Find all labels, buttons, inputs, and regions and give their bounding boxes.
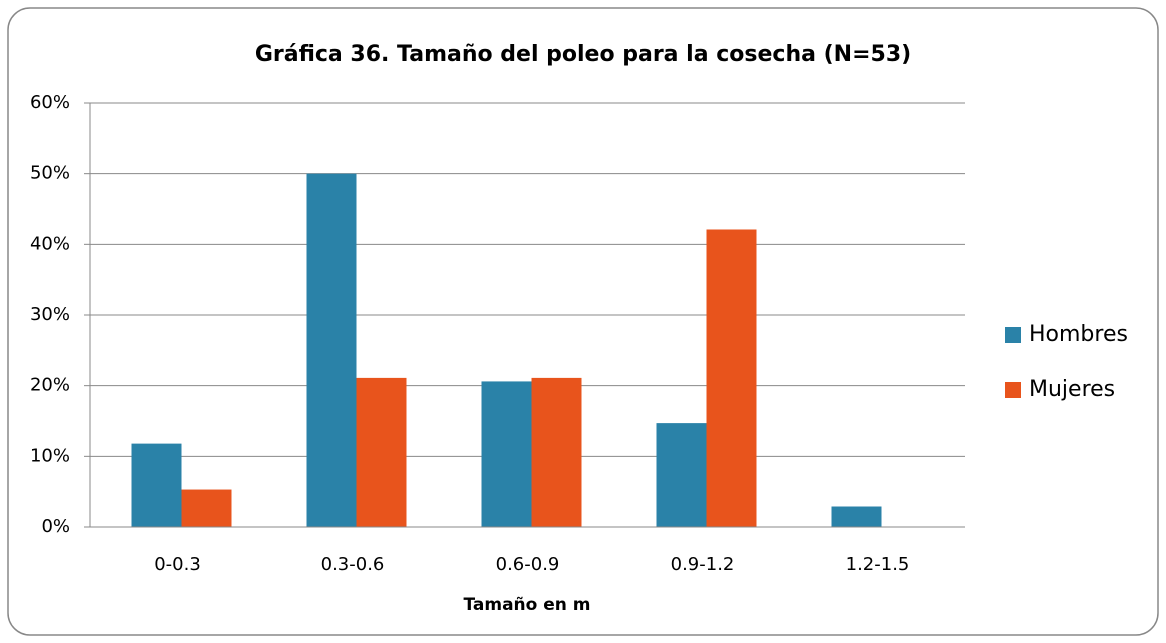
legend-label: Mujeres [1029,377,1115,402]
y-tick-label: 50% [30,163,70,184]
y-tick-label: 40% [30,233,70,254]
bar [831,506,882,527]
bar [481,381,532,527]
y-tick-label: 30% [30,304,70,325]
x-tick-label: 0-0.3 [154,554,201,575]
legend-swatch [1005,327,1021,343]
chart-frame [7,7,1159,636]
x-tick-label: 0.6-0.9 [496,554,560,575]
y-tick-label: 60% [30,92,70,113]
x-tick-label: 0.9-1.2 [671,554,735,575]
bar [356,377,407,527]
bar [706,229,757,527]
bar [131,443,182,527]
bar [531,377,582,527]
y-tick-label: 10% [30,445,70,466]
chart-title: Gráfica 36. Tamaño del poleo para la cos… [255,42,911,67]
x-axis-title: Tamaño en m [463,595,590,615]
y-tick-label: 20% [30,375,70,396]
x-tick-label: 0.3-0.6 [321,554,385,575]
legend-label: Hombres [1029,322,1128,347]
bar [306,173,357,527]
x-tick-label: 1.2-1.5 [846,554,910,575]
legend-swatch [1005,382,1021,398]
bar [181,489,232,527]
y-tick-label: 0% [41,516,70,537]
bar [656,423,707,527]
